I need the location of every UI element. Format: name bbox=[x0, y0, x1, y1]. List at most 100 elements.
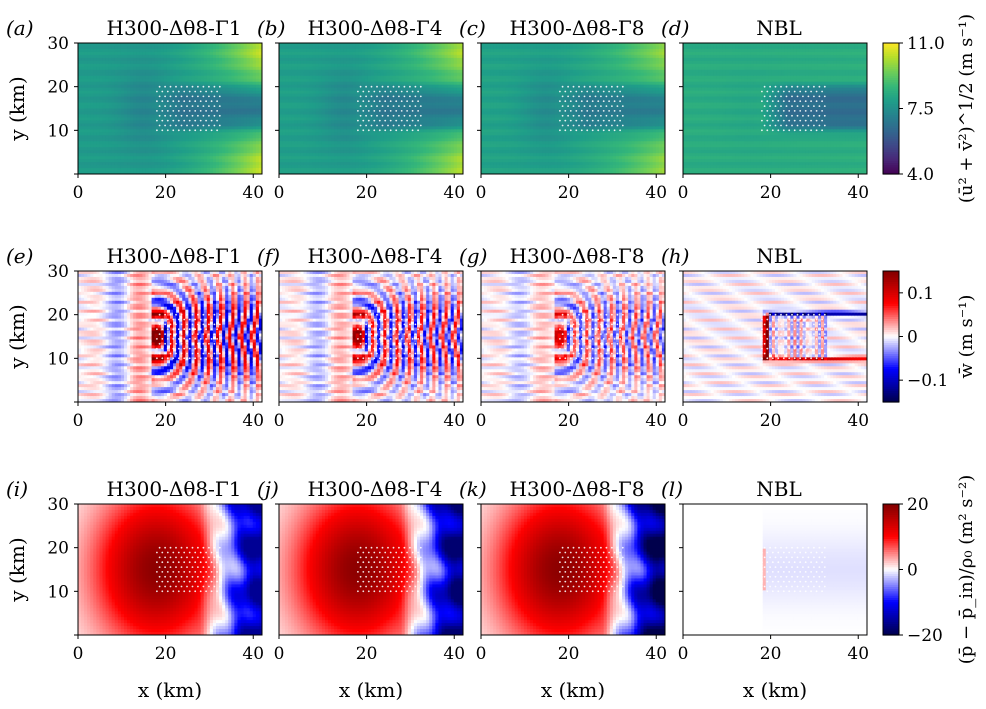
turbine-marker bbox=[367, 571, 370, 573]
turbine-marker bbox=[564, 571, 567, 573]
turbine-marker bbox=[613, 551, 616, 554]
turbine-marker bbox=[417, 119, 419, 122]
turbine-marker bbox=[769, 585, 771, 588]
turbine-marker bbox=[591, 347, 594, 350]
turbine-marker bbox=[777, 551, 780, 554]
turbine-marker bbox=[621, 546, 624, 549]
turbine-marker bbox=[376, 85, 378, 88]
turbine-marker bbox=[802, 95, 804, 98]
turbine-marker bbox=[761, 110, 763, 112]
turbine-marker bbox=[389, 580, 392, 583]
panel-title: NBL bbox=[756, 477, 801, 501]
turbine-marker bbox=[164, 333, 167, 335]
turbine-marker bbox=[411, 347, 414, 350]
turbine-marker bbox=[578, 323, 580, 326]
turbine-marker bbox=[802, 546, 804, 549]
turbine-marker bbox=[591, 561, 594, 564]
turbine-marker bbox=[164, 323, 167, 326]
turbine-marker bbox=[771, 318, 774, 321]
turbine-marker bbox=[564, 318, 567, 321]
turbine-marker bbox=[821, 580, 823, 583]
turbine-marker bbox=[199, 90, 202, 93]
turbine-marker bbox=[367, 561, 370, 564]
turbine-marker bbox=[202, 95, 205, 98]
turbine-markers bbox=[559, 313, 624, 360]
turbine-marker bbox=[821, 328, 823, 331]
turbine-marker bbox=[414, 352, 417, 355]
x-tick-label: 20 bbox=[155, 183, 177, 203]
turbine-marker bbox=[208, 556, 210, 559]
turbine-marker bbox=[818, 556, 821, 559]
turbine-marker bbox=[793, 328, 796, 331]
turbine-marker bbox=[370, 333, 373, 335]
turbine-marker bbox=[578, 556, 580, 559]
turbine-marker bbox=[597, 338, 600, 340]
turbine-marker bbox=[580, 590, 583, 593]
colorbar-segment bbox=[883, 521, 899, 525]
turbine-marker bbox=[414, 105, 417, 107]
turbine-marker bbox=[769, 342, 771, 345]
turbine-marker bbox=[387, 114, 389, 117]
colorbar-segment bbox=[883, 508, 899, 512]
turbine-marker bbox=[400, 119, 403, 122]
turbine-marker bbox=[210, 551, 213, 554]
turbine-marker bbox=[793, 338, 796, 340]
colorbar-tick-label: 0.1 bbox=[907, 284, 934, 304]
turbine-marker bbox=[210, 110, 213, 112]
turbine-marker bbox=[788, 110, 791, 112]
turbine-marker bbox=[205, 357, 208, 360]
turbine-marker bbox=[411, 90, 414, 93]
turbine-marker bbox=[621, 556, 624, 559]
panel-tag: (j) bbox=[257, 477, 279, 501]
turbine-marker bbox=[771, 110, 774, 112]
turbine-marker bbox=[208, 566, 210, 568]
turbine-marker bbox=[769, 575, 771, 578]
turbine-marker bbox=[600, 585, 602, 588]
turbine-marker bbox=[197, 105, 199, 107]
colorbar-tick-label: −0.1 bbox=[907, 371, 948, 391]
colorbar-segment bbox=[883, 580, 899, 584]
turbine-marker bbox=[216, 129, 219, 132]
turbine-marker bbox=[406, 100, 408, 103]
turbine-marker bbox=[216, 338, 219, 340]
turbine-marker bbox=[777, 338, 780, 340]
turbine-marker bbox=[561, 546, 564, 549]
turbine-marker bbox=[782, 590, 785, 593]
y-axis-label: y (km) bbox=[5, 537, 29, 602]
turbine-marker bbox=[583, 546, 586, 549]
turbine-marker bbox=[793, 119, 796, 122]
turbine-marker bbox=[213, 333, 216, 335]
turbine-marker bbox=[586, 561, 589, 564]
turbine-marker bbox=[161, 357, 164, 360]
turbine-marker bbox=[766, 100, 769, 103]
turbine-marker bbox=[597, 100, 600, 103]
x-tick-label: 40 bbox=[443, 183, 465, 203]
turbine-marker bbox=[403, 105, 406, 107]
x-tick-label: 20 bbox=[155, 411, 177, 431]
x-tick-label: 20 bbox=[155, 644, 177, 664]
turbine-marker bbox=[384, 318, 387, 321]
turbine-marker bbox=[580, 110, 583, 112]
turbine-marker bbox=[378, 318, 381, 321]
turbine-marker bbox=[158, 333, 161, 335]
turbine-markers bbox=[156, 85, 221, 132]
colorbar-segment bbox=[883, 93, 899, 96]
turbine-marker bbox=[780, 585, 782, 588]
turbine-marker bbox=[807, 546, 810, 549]
turbine-marker bbox=[419, 342, 422, 345]
turbine-marker bbox=[807, 333, 810, 335]
turbine-marker bbox=[213, 124, 216, 127]
turbine-marker bbox=[370, 323, 373, 326]
colorbar-segment bbox=[883, 80, 899, 83]
turbine-marker bbox=[202, 114, 205, 117]
axes-frame bbox=[278, 42, 464, 175]
colorbar-segment bbox=[883, 284, 899, 287]
turbine-marker bbox=[611, 566, 613, 568]
turbine-marker bbox=[357, 338, 359, 340]
x-tick-label: 40 bbox=[645, 644, 667, 664]
colorbar-2: 0.10−0.1w̄ (m s⁻¹) bbox=[882, 270, 977, 403]
turbine-marker bbox=[156, 347, 158, 350]
turbine-marker bbox=[395, 119, 398, 122]
turbine-marker bbox=[389, 571, 392, 573]
turbine-marker bbox=[362, 347, 365, 350]
